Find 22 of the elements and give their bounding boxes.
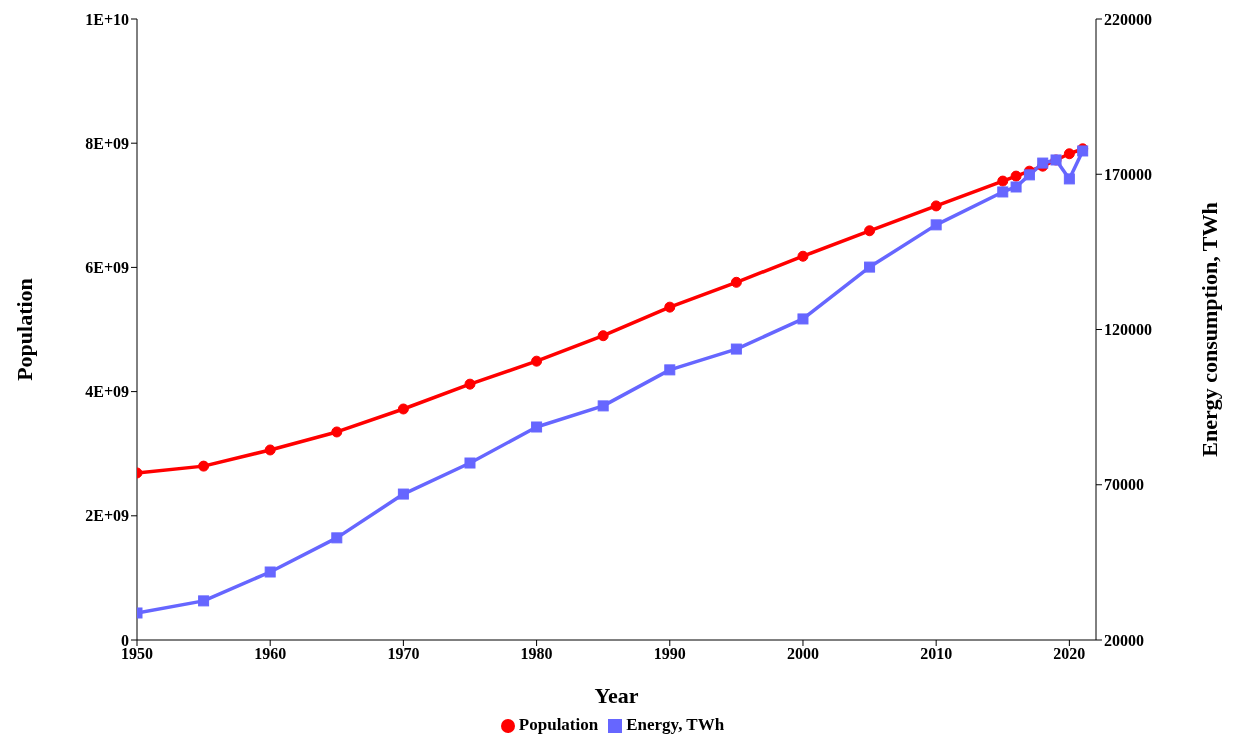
x-tick-label: 1970 [387, 645, 420, 663]
x-tick-label: 2020 [1053, 645, 1086, 663]
x-tick-label: 1980 [520, 645, 553, 663]
y2-tick-label: 220000 [1104, 10, 1152, 28]
y2-tick-label: 120000 [1104, 321, 1152, 339]
x-tick-label: 1960 [254, 645, 287, 663]
x-axis-title: Year [594, 683, 639, 708]
y-tick-label: 8E+09 [85, 134, 129, 152]
x-tick-label: 2000 [786, 645, 819, 663]
y-tick-label: 2E+09 [85, 507, 129, 525]
y2-tick-label: 70000 [1104, 476, 1144, 494]
legend-label: Population [518, 715, 599, 734]
x-tick-label: 2010 [920, 645, 953, 663]
y-tick-label: 4E+09 [85, 383, 129, 401]
y2-axis-title: Energy consumption, TWh [1196, 202, 1222, 457]
y-tick-label: 6E+09 [85, 259, 129, 277]
x-tick-label: 1990 [653, 645, 686, 663]
y2-tick-label: 20000 [1104, 631, 1144, 649]
y2-tick-label: 170000 [1104, 165, 1152, 183]
y-axis-title: Population [11, 278, 37, 381]
legend-label: Energy, TWh [626, 715, 725, 734]
y-tick-label: 1E+10 [85, 10, 129, 28]
